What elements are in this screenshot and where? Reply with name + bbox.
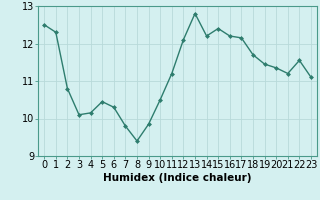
X-axis label: Humidex (Indice chaleur): Humidex (Indice chaleur): [103, 173, 252, 183]
